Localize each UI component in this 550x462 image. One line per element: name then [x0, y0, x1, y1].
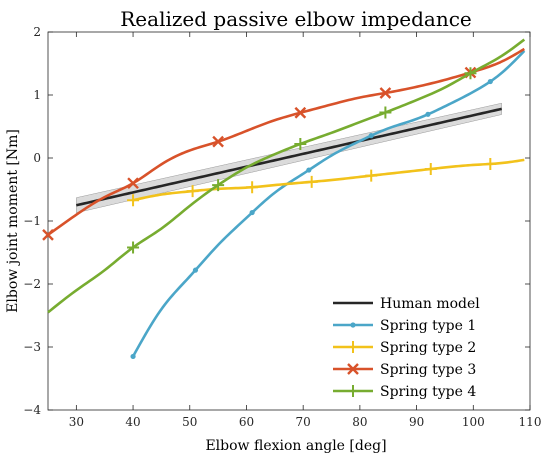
data-point-spring-type-2 [127, 194, 140, 207]
series-line-spring-type-3 [47, 47, 525, 236]
y-tick-label: 0 [33, 151, 41, 165]
legend-label-spring-type-2: Spring type 2 [380, 340, 476, 356]
y-tick-label: 2 [33, 25, 41, 39]
data-point-spring-type-2 [305, 175, 318, 188]
y-tick-label: −4 [23, 403, 41, 417]
x-tick-label: 30 [69, 415, 84, 429]
legend: Human model Spring type 1 Spring type 2 Spr… [333, 296, 480, 400]
x-tick-label: 70 [296, 415, 311, 429]
y-tick-label: −2 [23, 277, 41, 291]
data-point-spring-type-2 [246, 181, 259, 194]
series-spring-type-2 [127, 157, 525, 207]
data-point-spring-type-3 [212, 135, 224, 148]
x-tick-label: 100 [462, 415, 485, 429]
y-tick-label: 1 [33, 88, 41, 102]
legend-label-human-model: Human model [380, 296, 480, 312]
series-line-spring-type-1 [131, 49, 526, 358]
legend-label-spring-type-4: Spring type 4 [380, 384, 476, 400]
series-spring-type-3 [42, 47, 525, 241]
y-axis-label: Elbow joint moment [Nm] [5, 129, 21, 313]
series-spring-type-4 [47, 38, 526, 314]
legend-marker-spring-type-1 [350, 322, 356, 328]
data-point-spring-type-4 [294, 137, 307, 150]
data-point-spring-type-3 [42, 229, 54, 241]
x-tick-label: 80 [352, 415, 367, 429]
data-point-spring-type-3 [127, 177, 139, 190]
data-point-spring-type-1 [192, 267, 199, 273]
data-point-spring-type-1 [249, 209, 255, 216]
data-point-spring-type-3 [294, 106, 307, 119]
data-point-spring-type-4 [212, 179, 225, 192]
data-point-spring-type-4 [379, 106, 392, 119]
data-point-spring-type-2 [484, 157, 497, 170]
data-point-spring-type-1 [306, 167, 312, 173]
chart-title: Realized passive elbow impedance [120, 7, 471, 31]
series-line-spring-type-4 [47, 38, 526, 314]
data-point-spring-type-1 [130, 353, 136, 360]
x-tick-label: 110 [519, 415, 542, 429]
plot-area: 30 40 50 60 70 80 90 100 110 −4 −3 −2 −1 0 1 2 [23, 25, 541, 429]
data-point-spring-type-4 [127, 241, 140, 254]
data-point-spring-type-2 [365, 169, 378, 182]
data-point-spring-type-1 [425, 111, 431, 117]
data-point-spring-type-4 [464, 67, 477, 80]
x-tick-label: 50 [182, 415, 197, 429]
x-tick-label: 40 [125, 415, 140, 429]
y-tick-label: −1 [23, 214, 41, 228]
x-tick-label: 60 [239, 415, 254, 429]
x-axis-label: Elbow flexion angle [deg] [205, 438, 386, 454]
legend-marker-spring-type-4 [347, 385, 359, 397]
legend-marker-spring-type-3 [347, 363, 359, 375]
series-spring-type-1 [130, 49, 526, 360]
data-point-spring-type-3 [379, 87, 392, 99]
data-point-spring-type-1 [487, 78, 493, 85]
data-point-spring-type-1 [368, 133, 374, 139]
data-point-spring-type-2 [186, 185, 199, 198]
series-line-human-model [76, 107, 502, 207]
legend-label-spring-type-1: Spring type 1 [380, 318, 476, 334]
legend-label-spring-type-3: Spring type 3 [380, 362, 476, 378]
x-tick-label: 90 [409, 415, 424, 429]
series-human-model [76, 102, 502, 214]
y-tick-label: −3 [23, 340, 41, 354]
legend-marker-spring-type-2 [347, 341, 359, 353]
data-point-spring-type-2 [424, 163, 437, 175]
